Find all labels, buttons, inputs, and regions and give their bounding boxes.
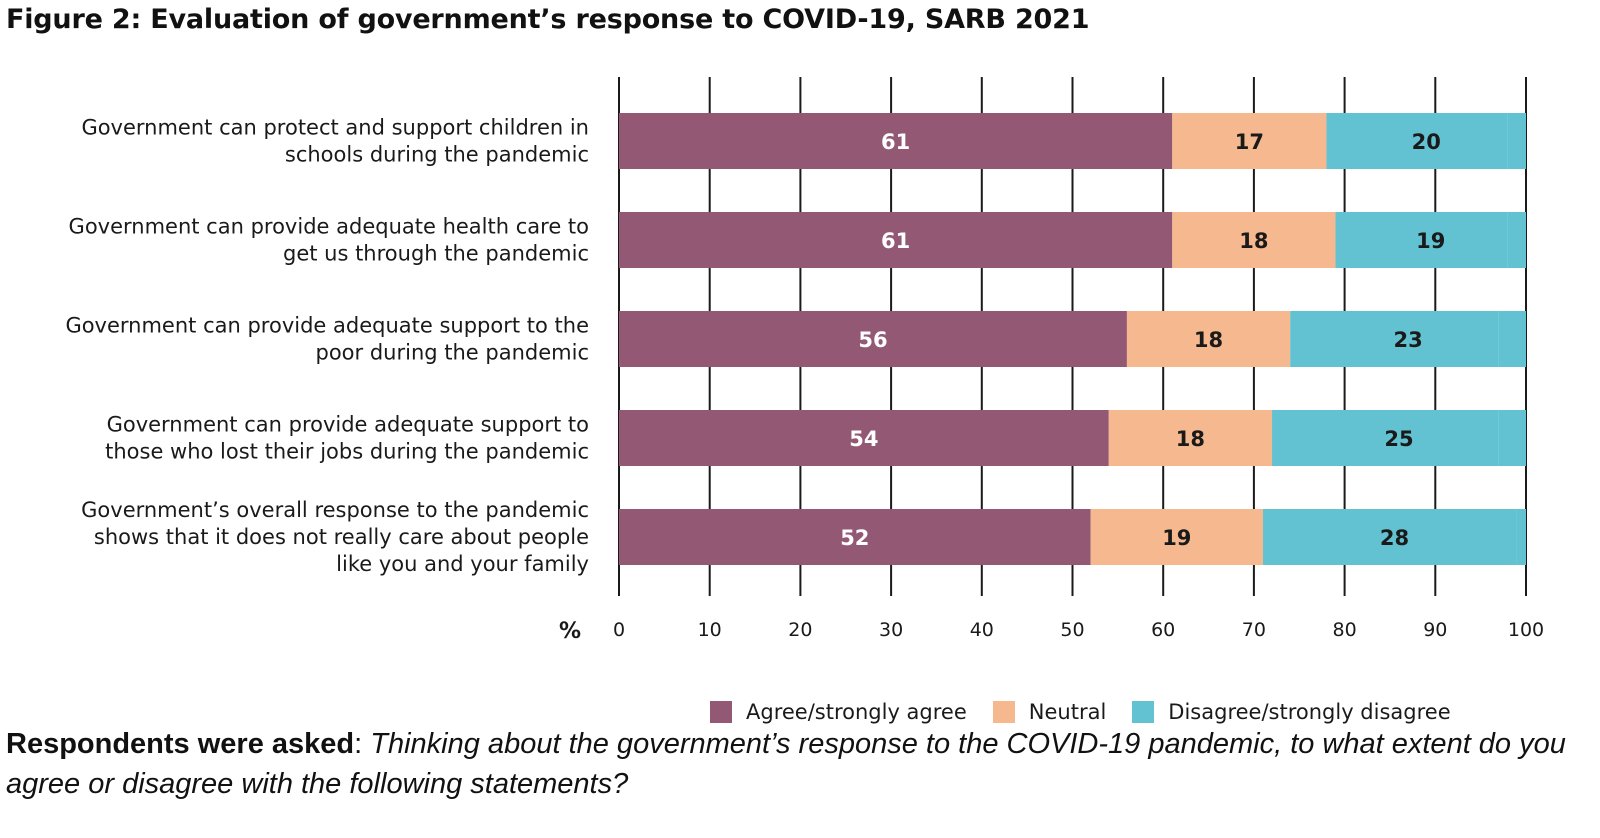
category-label-line: schools during the pandemic [285, 143, 589, 167]
bar-segment-fill [1498, 311, 1526, 367]
data-label: 20 [1412, 130, 1441, 154]
legend-item-agree: Agree/strongly agree [710, 700, 967, 724]
x-tick-label: 50 [1060, 619, 1084, 641]
question-lead: Respondents were asked [6, 728, 355, 760]
data-label: 17 [1235, 130, 1264, 154]
data-label: 61 [881, 229, 910, 253]
data-label: 23 [1393, 328, 1422, 352]
data-label: 19 [1162, 526, 1191, 550]
data-label: 18 [1176, 427, 1205, 451]
x-tick-label: 80 [1333, 619, 1357, 641]
bar-segment [619, 212, 1173, 268]
data-label: 56 [858, 328, 887, 352]
data-label: 54 [849, 427, 878, 451]
stacked-bar-chart: 0 10 20 30 40 50 60 70 80 90 100% 61 17 20 Government … [65, 77, 1544, 644]
category-label-line: like you and your family [336, 552, 589, 576]
legend-label-disagree: Disagree/strongly disagree [1168, 700, 1451, 724]
data-label: 52 [840, 526, 869, 550]
category-label-line: those who lost their jobs during the pan… [105, 440, 589, 464]
category-label-line: poor during the pandemic [316, 341, 590, 365]
category-label: Government can protect and support child… [81, 116, 589, 167]
x-tick-label: 30 [879, 619, 903, 641]
x-tick-label: 0 [613, 619, 625, 641]
x-tick-label: 90 [1423, 619, 1447, 641]
bar-segment-fill [1507, 113, 1526, 169]
x-tick-label: 20 [788, 619, 812, 641]
category-label-line: Government can provide adequate support … [107, 413, 589, 437]
legend-item-neutral: Neutral [992, 700, 1107, 724]
category-label: Government can provide adequate support … [65, 314, 589, 365]
category-label-line: shows that it does not really care about… [94, 525, 589, 549]
legend-label-neutral: Neutral [1028, 700, 1107, 724]
x-tick-label: 100 [1508, 619, 1544, 641]
category-label-line: Government can provide adequate support … [65, 314, 589, 338]
bar-segment [1108, 410, 1273, 466]
legend-item-disagree: Disagree/strongly disagree [1132, 700, 1451, 724]
category-label-line: get us through the pandemic [283, 242, 589, 266]
bar-segment-fill [1516, 509, 1526, 565]
bar-segment [1326, 113, 1508, 169]
legend-swatch-disagree [1132, 701, 1155, 723]
x-axis-label: % [559, 619, 581, 644]
category-label: Government can provide adequate support … [105, 413, 589, 464]
bar-segment [1290, 311, 1499, 367]
figure-title: Figure 2: Evaluation of government’s res… [6, 4, 1090, 35]
legend-swatch-agree [710, 701, 732, 723]
x-tick-label: 40 [970, 619, 994, 641]
bar-segment [619, 113, 1173, 169]
data-label: 61 [881, 130, 910, 154]
bar-segment [1272, 410, 1499, 466]
bar-segment [1335, 212, 1508, 268]
x-tick-label: 60 [1151, 619, 1175, 641]
chart-legend: Agree/strongly agree Neutral Disagree/st… [710, 700, 1477, 724]
question-text: Thinking about the government’s response… [6, 728, 1566, 800]
data-label: 18 [1194, 328, 1223, 352]
category-label-line: Government can provide adequate health c… [69, 215, 589, 239]
bar-segment [1262, 509, 1517, 565]
category-label: Government can provide adequate health c… [69, 215, 589, 266]
legend-label-agree: Agree/strongly agree [746, 700, 967, 724]
question-note: Respondents were asked: Thinking about t… [6, 724, 1596, 804]
legend-swatch-neutral [992, 701, 1015, 723]
x-tick-label: 70 [1242, 619, 1266, 641]
category-label: Government’s overall response to the pan… [81, 498, 589, 576]
question-separator: : [354, 728, 371, 760]
bar-segment [619, 509, 1091, 565]
bar-segment-fill [1498, 410, 1526, 466]
bar-segment [1172, 113, 1327, 169]
data-label: 25 [1384, 427, 1413, 451]
bar-segment [1172, 212, 1336, 268]
bar-segment [1126, 311, 1291, 367]
category-label-line: Government’s overall response to the pan… [81, 498, 589, 522]
bar-segment [619, 410, 1109, 466]
data-label: 18 [1239, 229, 1268, 253]
x-tick-label: 10 [698, 619, 722, 641]
bar-segment [619, 311, 1127, 367]
data-label: 28 [1380, 526, 1409, 550]
bar-segment-fill [1507, 212, 1526, 268]
data-label: 19 [1416, 229, 1445, 253]
bar-segment [1090, 509, 1263, 565]
category-label-line: Government can protect and support child… [81, 116, 589, 140]
